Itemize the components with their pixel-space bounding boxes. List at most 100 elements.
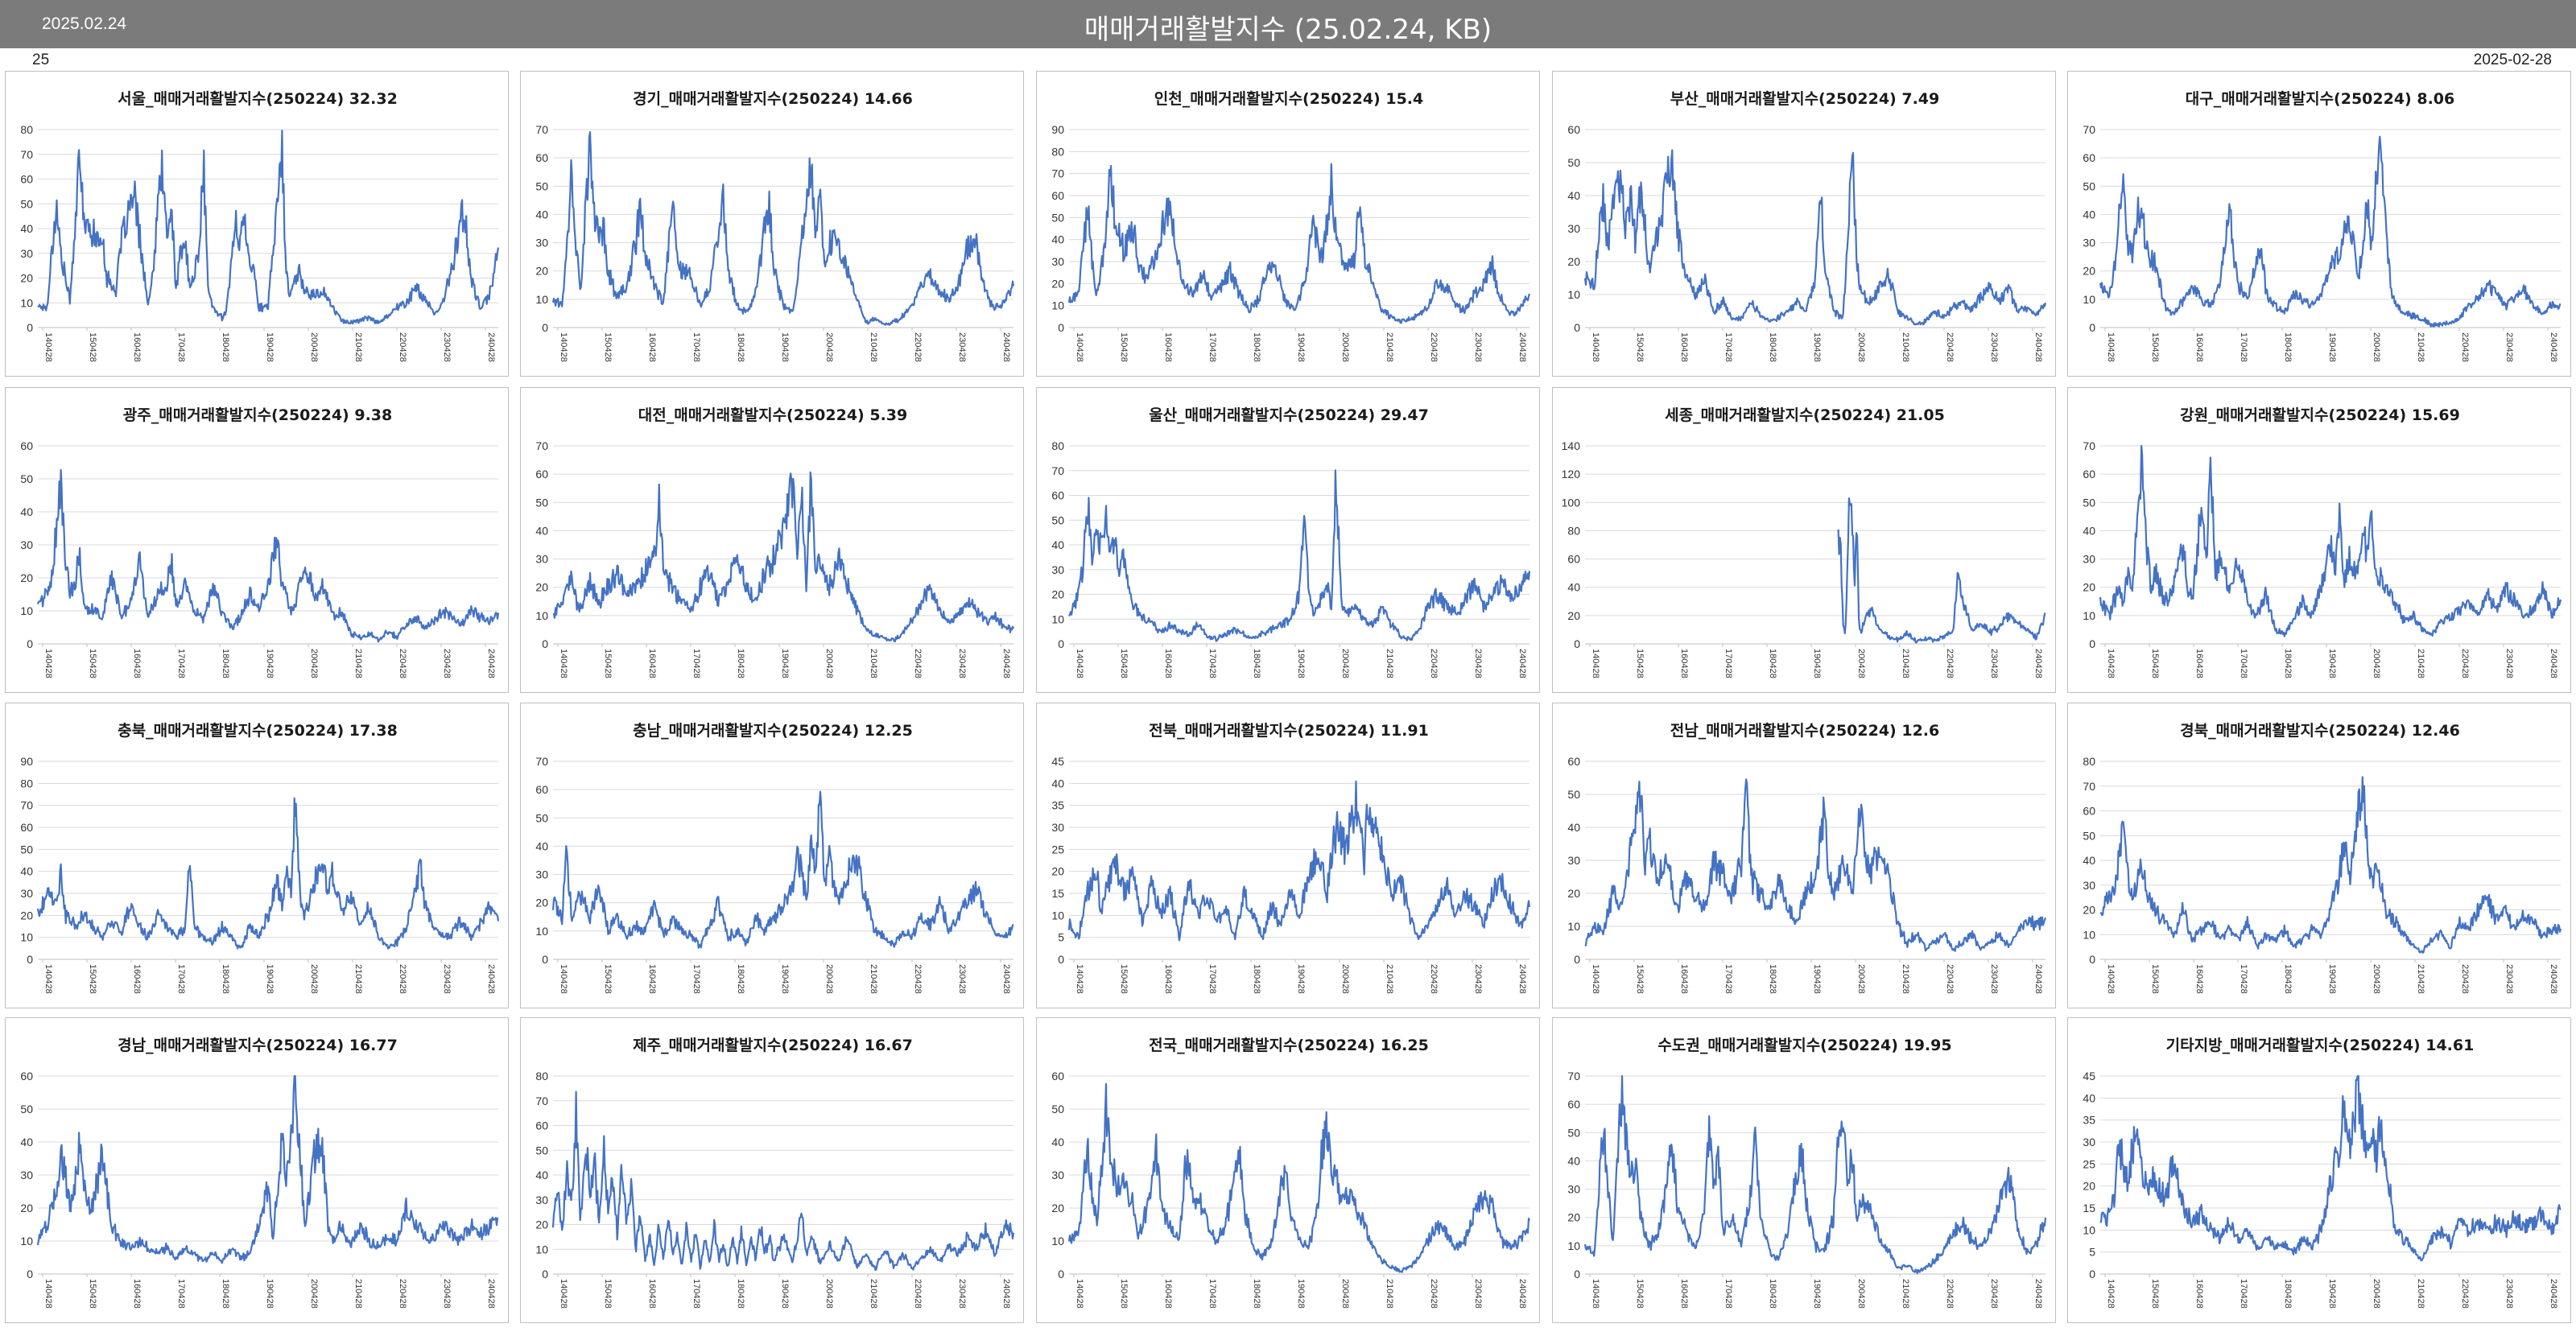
y-tick-label: 40 bbox=[20, 505, 33, 518]
chart-title: 대전_매매거래활발지수(250224) 5.39 bbox=[638, 406, 907, 424]
x-tick-label: 200428 bbox=[309, 1279, 319, 1309]
x-tick-label: 180428 bbox=[1252, 649, 1261, 678]
chart-svg: 경남_매매거래활발지수(250224) 16.77 0 10 20 30 40 50 60 14… bbox=[20, 1037, 499, 1309]
series-line-대전 bbox=[552, 471, 1015, 643]
x-tick-label: 180428 bbox=[1768, 649, 1777, 678]
x-tick-label: 170428 bbox=[1208, 1279, 1217, 1309]
x-tick-label: 200428 bbox=[1856, 1279, 1866, 1309]
y-tick-label: 0 bbox=[1574, 321, 1580, 334]
x-tick-label: 140428 bbox=[1591, 1279, 1600, 1309]
sub-label-left: 25 bbox=[32, 52, 50, 68]
x-tick-label: 230428 bbox=[1473, 1279, 1483, 1309]
y-tick-label: 30 bbox=[20, 1169, 33, 1181]
y-tick-label: 70 bbox=[2083, 780, 2095, 793]
y-tick-label: 50 bbox=[20, 197, 33, 210]
x-tick-label: 200428 bbox=[824, 1279, 834, 1309]
x-tick-label: 200428 bbox=[1856, 964, 1866, 994]
x-tick-label: 170428 bbox=[1724, 964, 1733, 994]
y-tick-label: 50 bbox=[20, 1103, 33, 1115]
y-tick-label: 40 bbox=[20, 1136, 33, 1148]
x-tick-label: 150428 bbox=[88, 1279, 97, 1309]
x-tick-label: 230428 bbox=[2504, 1279, 2514, 1309]
y-tick-label: 100 bbox=[1562, 496, 1581, 509]
y-tick-label: 10 bbox=[2083, 1223, 2095, 1236]
y-tick-label: 0 bbox=[2089, 1268, 2095, 1280]
x-tick-label: 150428 bbox=[603, 332, 613, 362]
y-tick-label: 0 bbox=[542, 637, 548, 650]
y-tick-label: 10 bbox=[535, 609, 548, 622]
x-tick-label: 210428 bbox=[353, 1279, 363, 1309]
x-tick-label: 220428 bbox=[2460, 1279, 2470, 1309]
y-tick-label: 140 bbox=[1562, 439, 1581, 452]
y-tick-label: 30 bbox=[1567, 1183, 1580, 1196]
y-tick-label: 80 bbox=[535, 1070, 548, 1082]
x-tick-label: 150428 bbox=[1119, 1279, 1129, 1309]
y-tick-label: 60 bbox=[1051, 1070, 1064, 1082]
y-tick-label: 10 bbox=[1567, 288, 1580, 301]
y-tick-label: 20 bbox=[20, 909, 33, 922]
x-tick-label: 150428 bbox=[1119, 332, 1129, 362]
y-tick-label: 20 bbox=[1051, 1202, 1064, 1214]
y-tick-label: 80 bbox=[20, 777, 33, 790]
x-tick-label: 140428 bbox=[43, 649, 53, 678]
chart-panel-제주: 제주_매매거래활발지수(250224) 16.67 0 10 20 30 40 50 60 70… bbox=[520, 1017, 1024, 1323]
chart-svg: 경북_매매거래활발지수(250224) 12.46 0 10 20 30 40 50 60 70… bbox=[2083, 722, 2562, 994]
y-tick-label: 70 bbox=[2083, 439, 2095, 452]
x-tick-label: 210428 bbox=[1901, 1279, 1910, 1309]
x-tick-label: 180428 bbox=[736, 964, 745, 994]
y-tick-label: 50 bbox=[535, 811, 548, 824]
y-tick-label: 0 bbox=[1058, 637, 1064, 650]
x-tick-label: 170428 bbox=[1724, 649, 1733, 678]
y-tick-label: 40 bbox=[2083, 854, 2095, 867]
x-tick-label: 240428 bbox=[486, 964, 496, 994]
x-tick-label: 170428 bbox=[1724, 1279, 1733, 1309]
x-tick-label: 230428 bbox=[957, 649, 967, 678]
x-tick-label: 220428 bbox=[913, 649, 923, 678]
y-tick-label: 10 bbox=[1051, 299, 1064, 312]
chart-svg: 수도권_매매거래활발지수(250224) 19.95 0 10 20 30 40 50 60 7… bbox=[1567, 1037, 2047, 1309]
x-tick-label: 140428 bbox=[559, 649, 568, 678]
y-tick-label: 20 bbox=[20, 272, 33, 285]
y-tick-label: 50 bbox=[1567, 1126, 1580, 1139]
y-tick-label: 20 bbox=[1567, 1211, 1580, 1224]
x-tick-label: 240428 bbox=[2549, 332, 2558, 362]
x-tick-label: 220428 bbox=[1429, 1279, 1439, 1309]
chart-svg: 대전_매매거래활발지수(250224) 5.39 0 10 20 30 40 50 60 70 1… bbox=[535, 406, 1015, 678]
x-tick-label: 160428 bbox=[647, 964, 657, 994]
y-tick-label: 70 bbox=[2083, 123, 2095, 136]
chart-panel-대전: 대전_매매거래활발지수(250224) 5.39 0 10 20 30 40 50 60 70 1… bbox=[520, 387, 1024, 693]
x-tick-label: 150428 bbox=[88, 332, 97, 362]
chart-title: 경기_매매거래활발지수(250224) 14.66 bbox=[633, 90, 913, 108]
y-tick-label: 25 bbox=[1051, 843, 1064, 856]
series-line-강원 bbox=[2099, 444, 2562, 637]
y-tick-label: 10 bbox=[20, 604, 33, 617]
chart-svg: 경기_매매거래활발지수(250224) 14.66 0 10 20 30 40 50 60 70… bbox=[535, 90, 1015, 362]
chart-svg: 전북_매매거래활발지수(250224) 11.91 0 5 10 15 20 25 30 35 4… bbox=[1051, 722, 1531, 994]
series-line-충북 bbox=[36, 797, 500, 950]
y-tick-label: 30 bbox=[2083, 553, 2095, 566]
chart-panel-경남: 경남_매매거래활발지수(250224) 16.77 0 10 20 30 40 50 60 14… bbox=[5, 1017, 509, 1323]
y-tick-label: 0 bbox=[2089, 637, 2095, 650]
chart-svg: 광주_매매거래활발지수(250224) 9.38 0 10 20 30 40 50 60 140… bbox=[20, 406, 500, 678]
series-line-광주 bbox=[36, 468, 500, 643]
y-tick-label: 60 bbox=[20, 1070, 33, 1082]
x-tick-label: 140428 bbox=[43, 1279, 53, 1309]
x-tick-label: 160428 bbox=[2194, 649, 2204, 678]
x-tick-label: 190428 bbox=[1296, 1279, 1306, 1309]
x-tick-label: 180428 bbox=[736, 1279, 745, 1309]
y-tick-label: 60 bbox=[2083, 805, 2095, 818]
x-tick-label: 210428 bbox=[869, 649, 878, 678]
x-tick-label: 200428 bbox=[1340, 649, 1350, 678]
y-tick-label: 35 bbox=[1051, 799, 1064, 812]
x-tick-label: 170428 bbox=[691, 332, 701, 362]
x-tick-label: 200428 bbox=[309, 964, 319, 994]
x-tick-label: 210428 bbox=[869, 332, 878, 362]
x-tick-label: 200428 bbox=[309, 649, 319, 678]
y-tick-label: 0 bbox=[27, 953, 33, 966]
y-tick-label: 10 bbox=[535, 1243, 548, 1256]
x-tick-label: 150428 bbox=[603, 1279, 613, 1309]
y-tick-label: 30 bbox=[20, 887, 33, 900]
y-tick-label: 80 bbox=[1051, 439, 1064, 452]
x-tick-label: 150428 bbox=[2150, 332, 2160, 362]
y-tick-label: 50 bbox=[535, 179, 548, 192]
